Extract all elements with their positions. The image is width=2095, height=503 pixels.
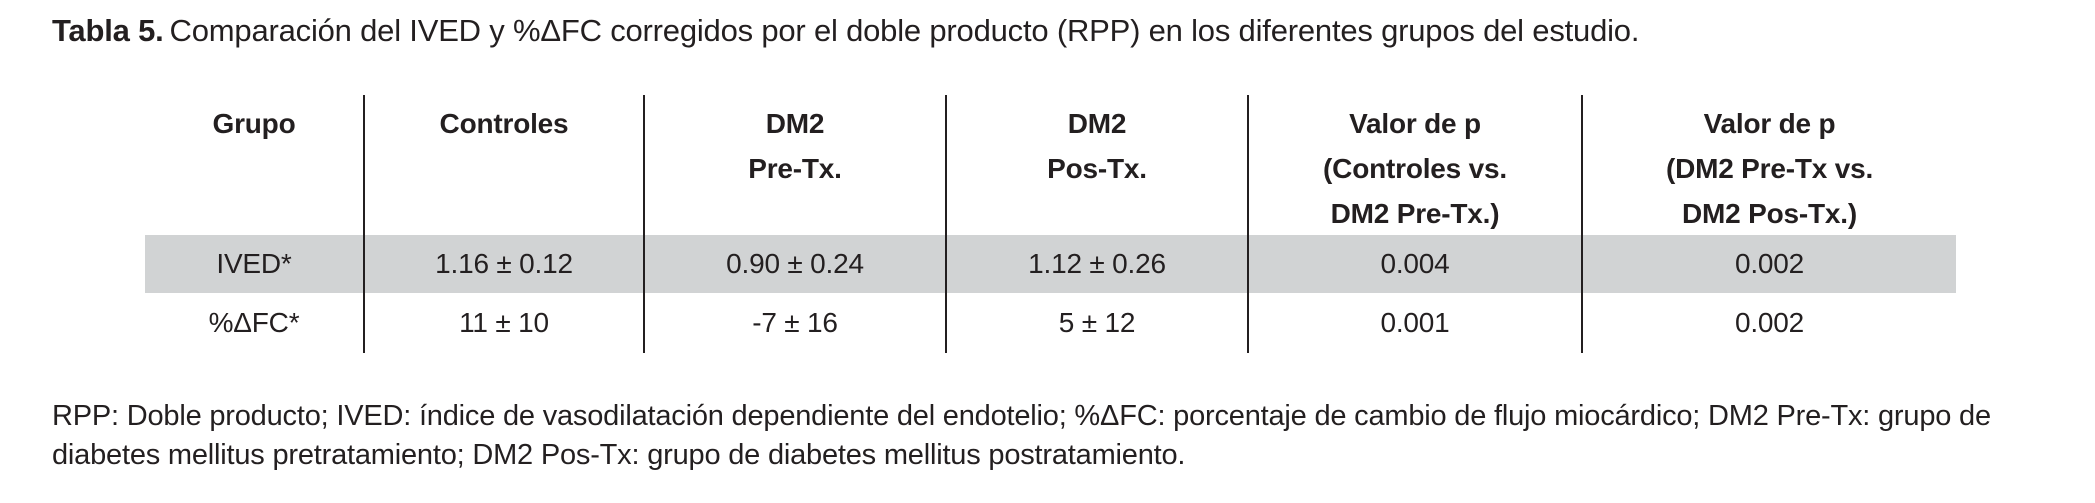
cell-fc-p-pre-vs-pos: 0.002: [1734, 307, 1805, 338]
column-header-dm2-pre-tx: DM2 Pre-Tx.: [645, 95, 947, 235]
table-title: Tabla 5. Comparación del IVED y %ΔFC corr…: [52, 12, 2050, 50]
paper-table-figure: Tabla 5. Comparación del IVED y %ΔFC corr…: [0, 12, 2095, 475]
column-header-dm2-pos-tx: DM2 Pos-Tx.: [947, 95, 1249, 235]
column-header-grupo: Grupo: [145, 95, 365, 235]
column-header-p-pre-vs-pos: Valor de p (DM2 Pre-Tx vs. DM2 Pos-Tx.): [1583, 95, 1956, 235]
header-line: (Controles vs.: [1323, 153, 1507, 184]
header-line: Pos-Tx.: [1047, 153, 1147, 184]
header-line: DM2: [765, 108, 825, 139]
cell-fc-p-controles-vs-pre: 0.001: [1249, 293, 1583, 353]
cell-ived-controles: 1.16 ± 0.12: [365, 235, 645, 293]
header-line: DM2 Pos-Tx.): [1682, 198, 1857, 229]
header-line: Valor de p: [1703, 108, 1836, 139]
column-header-p-controles-vs-pre: Valor de p (Controles vs. DM2 Pre-Tx.): [1249, 95, 1583, 235]
cell-ived-p-pre-vs-pos: 0.002: [1583, 235, 1956, 293]
table-number: Tabla 5.: [52, 13, 164, 48]
header-line: Controles: [439, 108, 569, 139]
table-caption: Comparación del IVED y %ΔFC corregidos p…: [169, 13, 1640, 48]
cell-fc-dm2-pos-tx: 5 ± 12: [947, 293, 1249, 353]
cell-ived-group: IVED*: [145, 235, 365, 293]
header-line: DM2 Pre-Tx.): [1330, 198, 1500, 229]
cell-ived-dm2-pre-tx: 0.90 ± 0.24: [645, 235, 947, 293]
header-line: DM2: [1067, 108, 1127, 139]
cell-ived-p-controles-vs-pre: 0.004: [1249, 235, 1583, 293]
header-line: Pre-Tx.: [748, 153, 842, 184]
column-header-controles: Controles: [365, 95, 645, 235]
header-line: Valor de p: [1349, 108, 1481, 139]
header-line: (DM2 Pre-Tx vs.: [1665, 153, 1874, 184]
header-line: Grupo: [212, 108, 296, 139]
cell-fc-controles: 11 ± 10: [365, 293, 645, 353]
cell-fc-group: %ΔFC*: [145, 293, 365, 353]
table-footnote: RPP: Doble producto; IVED: índice de vas…: [52, 400, 1991, 471]
cell-ived-dm2-pos-tx: 1.12 ± 0.26: [947, 235, 1249, 293]
data-table: Grupo Controles DM2 Pre-Tx. DM2 Pos-Tx. …: [145, 95, 1956, 353]
cell-fc-dm2-pre-tx: -7 ± 16: [645, 293, 947, 353]
